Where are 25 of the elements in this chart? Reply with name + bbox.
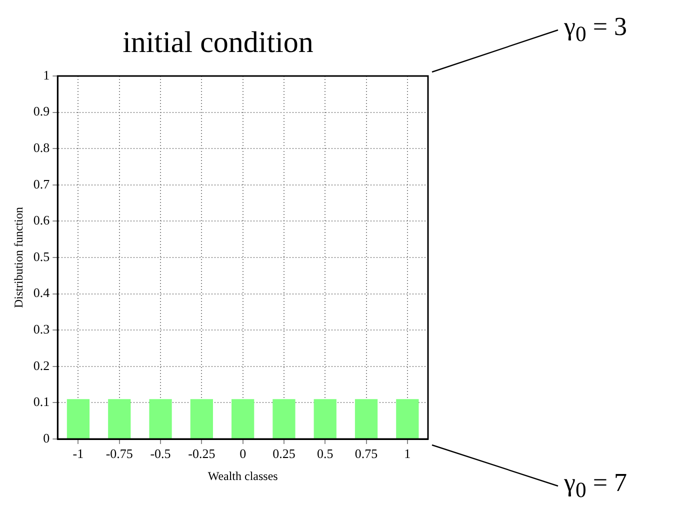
y-tick-label: 0.1 [33, 394, 50, 410]
x-tick-label: -0.75 [106, 446, 133, 462]
y-tick-label: 0.5 [33, 248, 50, 264]
y-tick-label: 0.6 [33, 212, 50, 228]
x-tick-label: -0.25 [188, 446, 216, 462]
y-tick-label: 0.7 [33, 176, 50, 192]
chart-title: initial condition [122, 26, 314, 59]
x-axis-title: Wealth classes [208, 468, 278, 483]
y-tick-label: 0.2 [33, 358, 50, 373]
x-tick-label: 0.25 [272, 446, 296, 462]
text: γ$_{0}$ = 3 [564, 12, 627, 48]
y-tick-label: 0.4 [33, 285, 50, 300]
text: γ$_{0}$ = 7 [564, 468, 627, 504]
x-tick-label: 0 [240, 446, 246, 462]
x-tick-label: -0.5 [150, 446, 171, 462]
y-tick-label: 1 [43, 67, 50, 82]
y-tick-label: 0.9 [33, 104, 50, 119]
x-tick-label: 1 [404, 446, 411, 462]
y-tick-label: 0.8 [33, 140, 50, 156]
y-axis-title: Distribution function [11, 207, 26, 308]
y-tick-label: 0 [43, 430, 50, 446]
x-tick-label: 0.5 [317, 446, 334, 462]
x-tick-label: -1 [72, 446, 84, 462]
x-tick-label: 0.75 [354, 446, 378, 462]
y-tick-label: 0.3 [33, 322, 50, 337]
